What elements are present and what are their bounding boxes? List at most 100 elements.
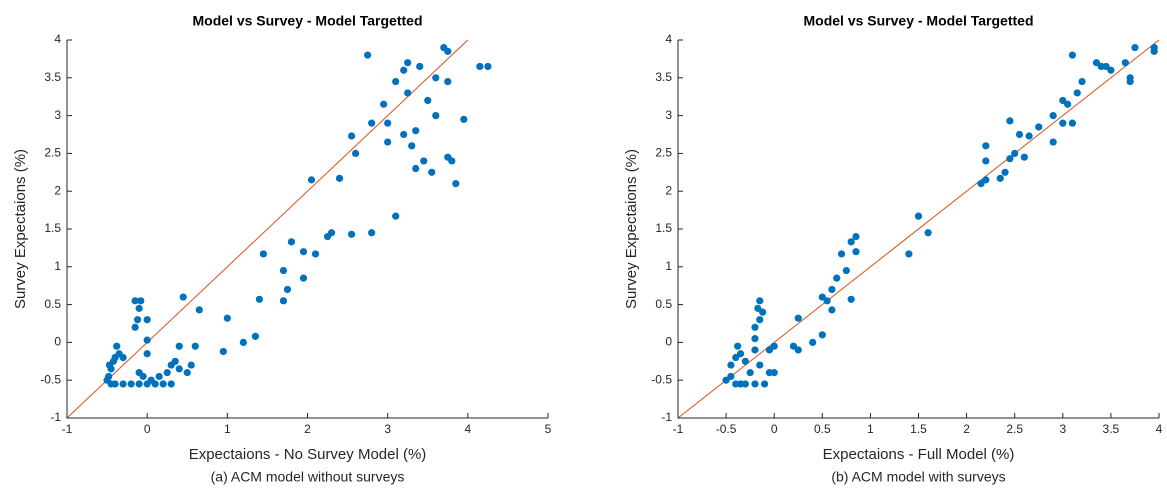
point xyxy=(432,74,440,82)
point xyxy=(1006,155,1014,163)
point xyxy=(847,295,855,303)
x-axis-label: Expectaions - No Survey Model (%) xyxy=(189,446,427,463)
point xyxy=(1131,43,1139,52)
point xyxy=(380,100,388,108)
y-tick-label: 3.5 xyxy=(655,70,672,84)
point xyxy=(828,285,836,294)
point xyxy=(368,119,376,127)
point xyxy=(171,357,179,365)
point xyxy=(412,164,420,173)
point xyxy=(167,380,175,388)
point xyxy=(299,274,308,282)
point xyxy=(982,142,990,150)
point xyxy=(1107,66,1115,74)
point xyxy=(155,372,163,381)
point xyxy=(143,316,151,324)
point xyxy=(191,342,199,350)
chart-title: Model vs Survey - Model Targetted xyxy=(192,13,422,29)
point xyxy=(259,250,268,258)
point xyxy=(131,323,139,331)
point xyxy=(135,304,143,312)
point xyxy=(852,232,860,241)
point xyxy=(1068,119,1077,127)
y-tick-label: 3 xyxy=(54,108,61,122)
point xyxy=(734,342,742,350)
x-tick-label: 4 xyxy=(464,422,471,436)
point xyxy=(135,369,143,377)
point xyxy=(119,353,127,362)
point xyxy=(765,346,773,354)
axes xyxy=(677,40,1159,419)
point xyxy=(1006,117,1014,125)
point xyxy=(1001,168,1009,176)
point xyxy=(400,66,408,74)
point xyxy=(770,342,778,350)
y-tick-label: 0.5 xyxy=(655,297,672,311)
point xyxy=(416,62,424,71)
point xyxy=(428,168,436,176)
point xyxy=(175,342,183,350)
point xyxy=(727,372,735,381)
point xyxy=(1092,59,1101,67)
point xyxy=(1068,51,1077,59)
point xyxy=(977,180,985,188)
point xyxy=(420,157,428,165)
point xyxy=(352,149,360,157)
point xyxy=(1049,138,1057,146)
point xyxy=(404,89,412,97)
point xyxy=(756,316,764,324)
point xyxy=(400,130,408,139)
point xyxy=(818,331,826,339)
point xyxy=(392,212,400,220)
point xyxy=(347,132,356,140)
y-tick-label: 1.5 xyxy=(655,221,672,235)
point xyxy=(770,369,778,377)
y-tick-label: 1 xyxy=(665,259,672,273)
point xyxy=(1020,153,1028,161)
point xyxy=(982,157,990,165)
caption: (b) ACM model with surveys xyxy=(831,469,1005,485)
x-tick-label: 4 xyxy=(1156,422,1163,436)
point xyxy=(809,338,817,346)
x-tick-label: 0.5 xyxy=(814,422,831,436)
x-tick-label: -0.5 xyxy=(716,422,737,436)
y-tick-label: 2 xyxy=(665,183,672,197)
point xyxy=(111,380,119,388)
y-tick-label: 1.5 xyxy=(44,221,61,235)
point xyxy=(818,293,826,301)
point xyxy=(412,127,420,135)
point xyxy=(741,357,749,365)
point xyxy=(789,342,798,350)
point xyxy=(837,250,846,258)
point xyxy=(195,306,203,314)
point xyxy=(751,335,759,343)
point xyxy=(183,369,191,377)
point xyxy=(759,308,767,316)
y-tick-label: -0.5 xyxy=(40,372,61,386)
point xyxy=(432,112,440,120)
point xyxy=(131,297,139,305)
point xyxy=(1064,100,1072,108)
point xyxy=(760,380,769,388)
point xyxy=(335,174,344,182)
point xyxy=(299,248,308,256)
point xyxy=(1121,59,1129,67)
point xyxy=(279,297,288,305)
x-tick-label: 3.5 xyxy=(1103,422,1120,436)
point xyxy=(137,297,145,305)
point xyxy=(347,230,356,238)
y-tick-label: 2.5 xyxy=(44,146,61,160)
point xyxy=(159,380,167,388)
point xyxy=(1102,62,1110,71)
point xyxy=(1035,123,1043,131)
point xyxy=(756,361,764,369)
point xyxy=(384,138,392,146)
point xyxy=(133,316,142,324)
point xyxy=(1059,119,1067,127)
identity-line xyxy=(677,39,1160,419)
point xyxy=(1078,77,1086,86)
point xyxy=(143,336,151,344)
identity-line xyxy=(66,39,469,419)
point xyxy=(113,342,121,350)
point xyxy=(311,250,320,258)
